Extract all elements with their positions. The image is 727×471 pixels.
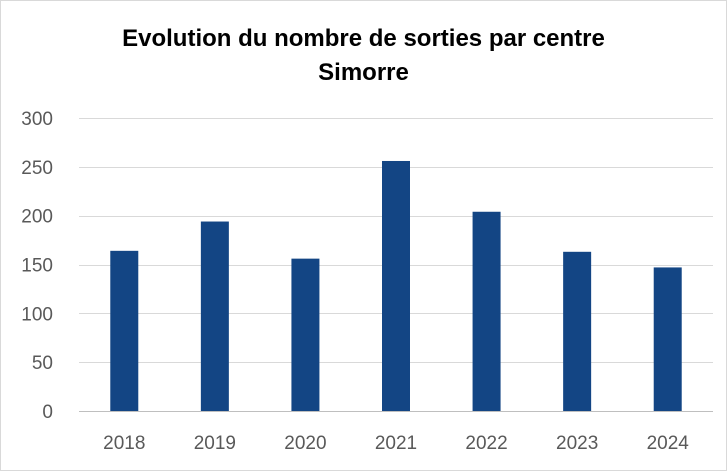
bar-2020	[291, 258, 320, 411]
y-tick-label: 50	[32, 353, 53, 374]
y-tick-label: 0	[42, 402, 53, 423]
chart-subtitle: Simorre	[318, 59, 409, 86]
y-tick-label: 200	[21, 207, 53, 228]
x-tick-label: 2023	[556, 433, 598, 454]
bar-2023	[563, 251, 592, 411]
y-tick-label: 250	[21, 158, 53, 179]
y-tick-label: 100	[21, 304, 53, 325]
x-tick-label: 2020	[284, 433, 326, 454]
x-tick-label: 2022	[465, 433, 507, 454]
y-tick-label: 300	[21, 109, 53, 130]
bar-2022	[472, 211, 501, 411]
bar-2021	[382, 160, 410, 411]
bar-2024	[653, 267, 682, 411]
x-tick-label: 2018	[103, 433, 145, 454]
chart-title: Evolution du nombre de sorties par centr…	[122, 25, 605, 52]
x-tick-label: 2021	[375, 433, 417, 454]
x-tick-label: 2024	[647, 433, 690, 454]
bar-2018	[110, 250, 139, 411]
bar-2019	[200, 221, 229, 411]
y-tick-label: 150	[21, 256, 53, 277]
x-tick-label: 2019	[194, 433, 236, 454]
